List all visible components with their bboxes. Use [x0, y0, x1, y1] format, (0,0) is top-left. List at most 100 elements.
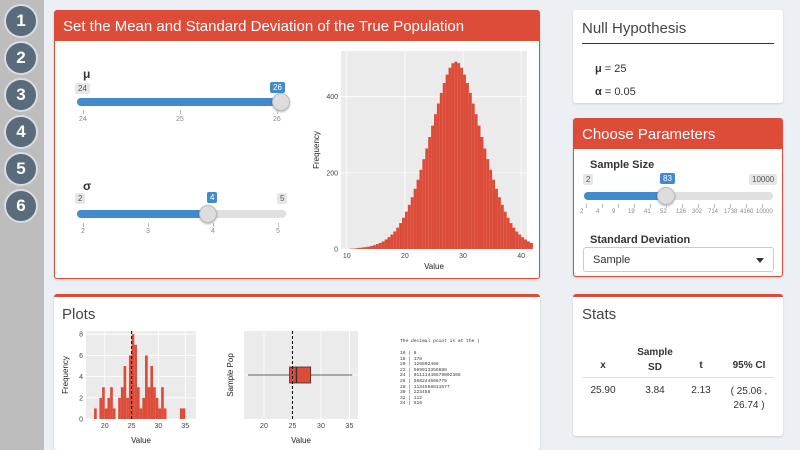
sample-size-tick-label: 302 [692, 209, 703, 215]
parameters-panel-title: Choose Parameters [574, 119, 782, 149]
histogram-bar [158, 408, 162, 419]
stem-leaf-line: 22 | 569913356688 [400, 367, 447, 373]
histogram-bar [512, 227, 516, 249]
histogram-bar [390, 234, 394, 249]
step-4-button[interactable]: 4 [4, 115, 38, 149]
x-tick-label: 20 [101, 423, 109, 430]
sample-size-track[interactable] [584, 192, 773, 200]
histogram-bar [378, 242, 382, 249]
sample-size-tick-label: 41 [644, 209, 651, 215]
sample-size-tick-label: 2 [580, 209, 584, 215]
histogram-bar [364, 247, 368, 249]
sample-size-tick-mark [650, 204, 651, 208]
histogram-bar [367, 246, 371, 249]
histogram-bar [454, 61, 458, 250]
histogram-bar [118, 397, 121, 419]
histogram-bar [375, 244, 379, 249]
histogram-bar [370, 245, 373, 249]
histogram-bar [509, 223, 513, 249]
histogram-bar [410, 197, 414, 249]
y-tick-label: 6 [79, 353, 83, 360]
histogram-bar [503, 211, 507, 249]
histogram-bar [153, 387, 156, 419]
histogram-bar [463, 74, 466, 249]
y-tick-label: 2 [79, 395, 83, 402]
sample-size-tick-mark [602, 204, 603, 208]
sigma-tick-mark [148, 223, 149, 227]
sample-size-tick-label: 126 [676, 209, 687, 215]
standard-deviation-select[interactable]: Sample [583, 247, 774, 272]
x-tick-label: 35 [346, 423, 354, 430]
histogram-bar [99, 397, 103, 419]
histogram-bar [134, 344, 137, 419]
mu-slider-min: 24 [75, 83, 90, 94]
boxplot-box [289, 366, 312, 384]
divider [582, 43, 774, 44]
sigma-tick-mark [83, 223, 84, 227]
equals-sign: = [604, 63, 615, 75]
sample-size-tick-mark [714, 204, 715, 208]
mu-slider-label: μ [83, 67, 91, 81]
stem-leaf-plot: 16 | 8 18 | 178 20 | 126802468 22 | 5699133… [400, 351, 461, 407]
histogram-bar [163, 408, 167, 419]
sample-size-tick-mark [586, 204, 587, 208]
histogram-bar [425, 148, 429, 249]
stats-header-x: x [600, 360, 606, 371]
stem-leaf-line: 34 | 516 [400, 401, 423, 407]
mu-tick-label: 25 [176, 116, 184, 123]
step-2-button[interactable]: 2 [4, 41, 38, 75]
step-3-button[interactable]: 3 [4, 78, 38, 112]
x-axis-label: Value [131, 436, 151, 445]
equals-sign: = [604, 86, 615, 98]
histogram-bar [126, 397, 129, 419]
stem-leaf-line: 18 | 178 [400, 356, 423, 362]
histogram-bar [145, 355, 148, 419]
x-axis-label: Value [424, 262, 444, 271]
stats-value-t: 2.13 [691, 385, 711, 396]
plots-title: Plots [62, 306, 96, 323]
stem-leaf-header: The decimal point is at the | [400, 339, 480, 344]
population-panel: Set the Mean and Standard Deviation of t… [54, 10, 540, 279]
histogram-bar [489, 169, 493, 249]
null-mu-symbol: μ [595, 63, 602, 75]
histogram-bar [399, 223, 403, 249]
mu-slider-handle[interactable] [272, 93, 290, 111]
sample-size-handle[interactable] [657, 187, 676, 205]
sample-histogram: 20 25 30 35 0 2 4 6 8 Value Frequency [61, 331, 196, 445]
x-tick-label: 25 [128, 423, 136, 430]
step-5-button[interactable]: 5 [4, 152, 38, 186]
y-axis-label: Frequency [312, 131, 321, 169]
histogram-bar [483, 148, 487, 249]
null-hypothesis-panel: Null Hypothesis μ = 25 α = 0.05 [573, 10, 783, 103]
step-6-button[interactable]: 6 [4, 189, 38, 223]
histogram-bar [179, 408, 183, 419]
stem-leaf-line: 26 | 568244566779 [400, 378, 447, 384]
y-axis-label: Sample Pop [226, 353, 235, 397]
histogram-bar [110, 387, 113, 419]
null-mu-row: μ = 25 [595, 63, 627, 75]
histogram-bar [506, 217, 510, 249]
sample-size-tick-mark [698, 204, 699, 208]
y-axis-label: Frequency [61, 356, 70, 394]
sigma-slider-handle[interactable] [198, 205, 217, 223]
population-panel-title: Set the Mean and Standard Deviation of t… [55, 11, 539, 41]
sample-size-tick-mark [730, 204, 731, 208]
sample-size-tick-mark [618, 204, 619, 208]
histogram-bar [468, 92, 472, 249]
x-tick-label: 35 [181, 423, 189, 430]
histogram-bar [474, 114, 478, 249]
stem-leaf-line: 16 | 8 [400, 351, 417, 356]
sample-size-tick-mark [762, 204, 763, 208]
histogram-bar [527, 241, 530, 249]
mu-tick-label: 24 [79, 116, 87, 123]
x-tick-label: 30 [459, 253, 467, 260]
sample-size-max: 10000 [749, 174, 778, 185]
histogram-bar [524, 239, 527, 249]
x-tick-label: 30 [317, 423, 325, 430]
null-mu-value: 25 [614, 63, 627, 75]
histogram-bar [434, 114, 437, 249]
histogram-bar [402, 217, 405, 249]
population-histogram: 10 20 30 40 0 200 400 Value Frequency [312, 51, 533, 271]
mu-slider-value: 26 [270, 82, 285, 93]
step-1-button[interactable]: 1 [4, 4, 38, 38]
